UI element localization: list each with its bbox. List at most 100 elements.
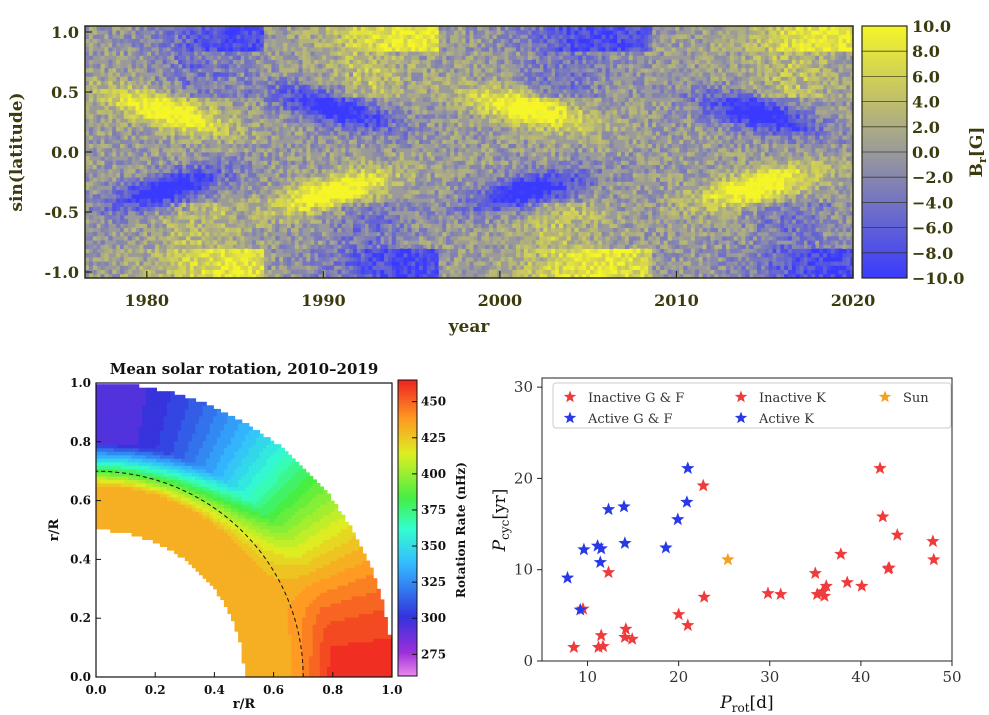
heatmap-cell <box>500 215 505 220</box>
heatmap-cell <box>407 223 412 228</box>
heatmap-cell <box>430 252 435 258</box>
heatmap-cell <box>123 139 129 144</box>
heatmap-cell <box>457 219 463 224</box>
heatmap-cell <box>640 177 645 182</box>
heatmap-cell <box>671 202 676 207</box>
heatmap-cell <box>473 164 478 170</box>
heatmap-cell <box>679 139 684 144</box>
heatmap-cell <box>143 194 148 199</box>
heatmap-cell <box>364 177 369 182</box>
heatmap-cell <box>578 147 583 153</box>
heatmap-cell <box>609 152 614 157</box>
heatmap-cell <box>353 202 358 207</box>
heatmap-cell <box>186 168 191 174</box>
heatmap-cell <box>454 189 459 195</box>
heatmap-cell <box>694 248 700 254</box>
heatmap-cell <box>659 231 665 237</box>
heatmap-cell <box>345 139 350 144</box>
heatmap-cell <box>298 177 303 182</box>
heatmap-cell <box>500 252 505 258</box>
heatmap-cell <box>205 244 210 249</box>
heatmap-cell <box>306 164 311 170</box>
heatmap-cell <box>147 164 152 170</box>
heatmap-cell <box>609 185 614 191</box>
heatmap-cell <box>422 202 428 207</box>
heatmap-cell <box>376 206 381 212</box>
heatmap-cell <box>795 168 801 174</box>
heatmap-cell <box>419 206 424 212</box>
heatmap-cell <box>166 223 171 228</box>
heatmap-cell <box>745 139 750 144</box>
heatmap-cell <box>353 248 358 254</box>
heatmap-cell <box>178 139 183 144</box>
heatmap-cell <box>520 152 525 157</box>
heatmap-cell <box>807 223 812 228</box>
heatmap-cell <box>438 252 443 258</box>
heatmap-cell <box>830 185 836 191</box>
heatmap-cell <box>496 202 501 207</box>
heatmap-cell <box>683 244 688 249</box>
heatmap-cell <box>679 143 684 149</box>
heatmap-cell <box>170 181 175 186</box>
heatmap-cell <box>632 215 637 220</box>
heatmap-cell <box>287 215 292 220</box>
heatmap-cell <box>683 156 688 161</box>
heatmap-cell <box>815 147 820 153</box>
heatmap-cell <box>123 219 129 224</box>
heatmap-cell <box>182 198 187 203</box>
heatmap-cell <box>508 206 513 212</box>
heatmap-cell <box>753 189 758 195</box>
heatmap-cell <box>749 168 754 174</box>
heatmap-cell <box>310 248 315 254</box>
heatmap-cell <box>469 244 474 249</box>
heatmap-cell <box>325 206 331 212</box>
heatmap-cell <box>283 244 288 249</box>
heatmap-cell <box>255 248 261 254</box>
heatmap-cell <box>271 164 276 170</box>
heatmap-cell <box>426 202 432 207</box>
heatmap-cell <box>558 240 564 245</box>
heatmap-cell <box>224 252 230 258</box>
heatmap-cell <box>135 231 140 237</box>
heatmap-cell <box>702 227 707 233</box>
heatmap-cell <box>411 248 416 254</box>
heatmap-cell <box>753 273 758 278</box>
heatmap-cell <box>582 236 587 241</box>
heatmap-cell <box>574 156 579 161</box>
heatmap-cell <box>88 231 94 237</box>
heatmap-cell <box>516 152 521 157</box>
heatmap-cell <box>213 147 218 153</box>
heatmap-cell <box>388 152 393 157</box>
heatmap-cell <box>438 248 443 254</box>
heatmap-cell <box>535 147 540 153</box>
heatmap-cell <box>640 219 645 224</box>
heatmap-cell <box>539 240 544 245</box>
heatmap-cell <box>275 206 280 212</box>
heatmap-cell <box>749 236 754 241</box>
heatmap-cell <box>395 160 400 165</box>
heatmap-cell <box>780 173 785 178</box>
heatmap-cell <box>92 257 98 262</box>
heatmap-cell <box>403 244 408 249</box>
heatmap-cell <box>838 143 843 149</box>
heatmap-cell <box>516 252 521 258</box>
heatmap-cell <box>589 160 595 165</box>
heatmap-cell <box>267 210 272 216</box>
heatmap-cell <box>356 215 362 220</box>
heatmap-cell <box>457 206 463 212</box>
heatmap-cell <box>850 206 853 212</box>
heatmap-cell <box>683 177 688 182</box>
heatmap-cell <box>570 265 575 270</box>
heatmap-cell <box>372 227 377 233</box>
heatmap-cell <box>830 269 836 275</box>
heatmap-cell <box>419 139 424 144</box>
heatmap-cell <box>178 215 183 220</box>
heatmap-cell <box>547 227 552 233</box>
heatmap-cell <box>248 269 253 275</box>
heatmap-cell <box>457 236 463 241</box>
heatmap-cell <box>578 173 583 178</box>
heatmap-cell <box>108 202 113 207</box>
heatmap-cell <box>162 236 167 241</box>
heatmap-cell <box>834 152 839 157</box>
heatmap-cell <box>174 202 179 207</box>
